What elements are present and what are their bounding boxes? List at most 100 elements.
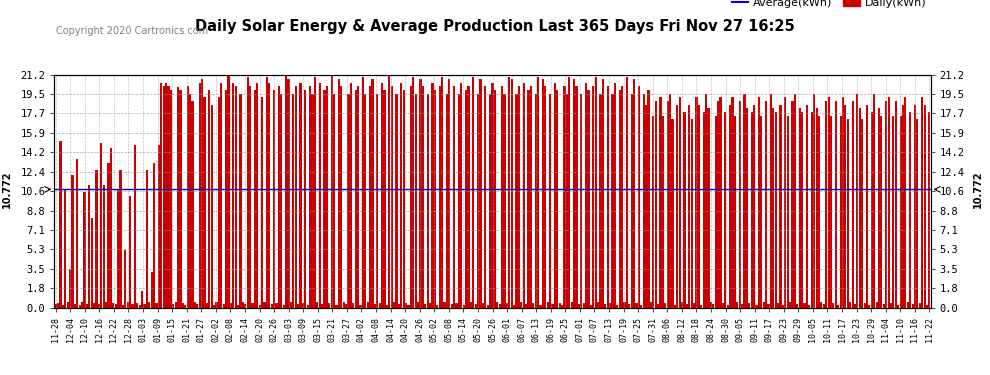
Bar [587,90,590,308]
Bar [745,108,748,308]
Bar [256,82,258,308]
Text: Copyright 2020 Cartronics.com: Copyright 2020 Cartronics.com [56,26,209,36]
Bar [160,82,162,308]
Bar [649,302,652,307]
Bar [868,305,870,308]
Bar [846,119,848,308]
Bar [453,86,455,308]
Bar [875,302,878,307]
Bar [700,305,703,308]
Bar [201,80,203,308]
Bar [679,97,681,308]
Bar [683,112,686,308]
Bar [199,82,201,308]
Bar [739,101,741,308]
Bar [211,105,213,308]
Bar [722,303,724,307]
Bar [314,77,316,308]
Bar [88,184,90,308]
Bar [420,80,422,308]
Bar [549,94,551,308]
Bar [457,94,460,308]
Bar [717,101,720,308]
Bar [727,305,729,308]
Text: 10.772: 10.772 [2,171,13,208]
Bar [186,86,189,308]
Bar [446,94,448,308]
Bar [821,302,823,307]
Bar [412,77,415,308]
Bar [228,75,230,307]
Bar [528,90,530,308]
Bar [196,304,198,307]
Bar [182,303,184,307]
Bar [513,305,515,308]
Bar [285,75,287,307]
Bar [253,90,256,308]
Bar [59,141,61,308]
Bar [184,305,186,308]
Bar [103,184,105,308]
Bar [772,108,774,308]
Bar [441,77,444,308]
Bar [900,116,902,308]
Bar [666,101,669,308]
Bar [170,90,172,308]
Bar [122,305,124,308]
Bar [341,86,343,308]
Bar [641,305,643,308]
Bar [604,304,607,307]
Bar [511,80,513,308]
Bar [240,94,242,308]
Bar [174,302,177,307]
Bar [612,94,614,308]
Bar [887,97,890,308]
Bar [429,303,432,307]
Bar [100,143,102,308]
Bar [858,108,861,308]
Bar [823,304,825,307]
Bar [333,94,336,308]
Bar [540,305,542,308]
Bar [801,112,803,308]
Bar [883,304,885,307]
Bar [299,82,302,308]
Bar [909,112,911,308]
Bar [150,272,152,308]
Bar [86,304,88,307]
Bar [357,86,359,308]
Bar [674,305,676,308]
Bar [614,82,616,308]
Bar [460,82,462,308]
Bar [892,116,895,308]
Bar [410,86,412,308]
Bar [225,90,227,308]
Bar [647,90,649,308]
Text: 10.772: 10.772 [972,171,983,208]
Bar [115,304,117,307]
Bar [516,94,518,308]
Bar [98,304,100,307]
Bar [117,189,119,308]
Bar [530,86,532,308]
Bar [506,303,508,307]
Bar [321,304,323,307]
Bar [316,302,319,307]
Bar [90,217,93,308]
Bar [725,112,727,308]
Bar [551,304,553,307]
Bar [825,101,828,308]
Bar [484,86,486,308]
Bar [474,304,477,307]
Bar [770,94,772,308]
Bar [570,302,573,307]
Bar [364,94,366,308]
Bar [619,90,621,308]
Bar [880,116,882,308]
Bar [808,305,811,308]
Bar [838,305,840,308]
Bar [681,302,683,307]
Bar [712,304,715,307]
Bar [477,94,479,308]
Bar [592,86,594,308]
